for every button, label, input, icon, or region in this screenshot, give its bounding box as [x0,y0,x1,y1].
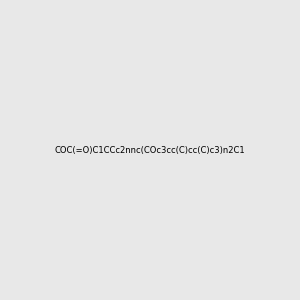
Text: COC(=O)C1CCc2nnc(COc3cc(C)cc(C)c3)n2C1: COC(=O)C1CCc2nnc(COc3cc(C)cc(C)c3)n2C1 [55,146,245,154]
